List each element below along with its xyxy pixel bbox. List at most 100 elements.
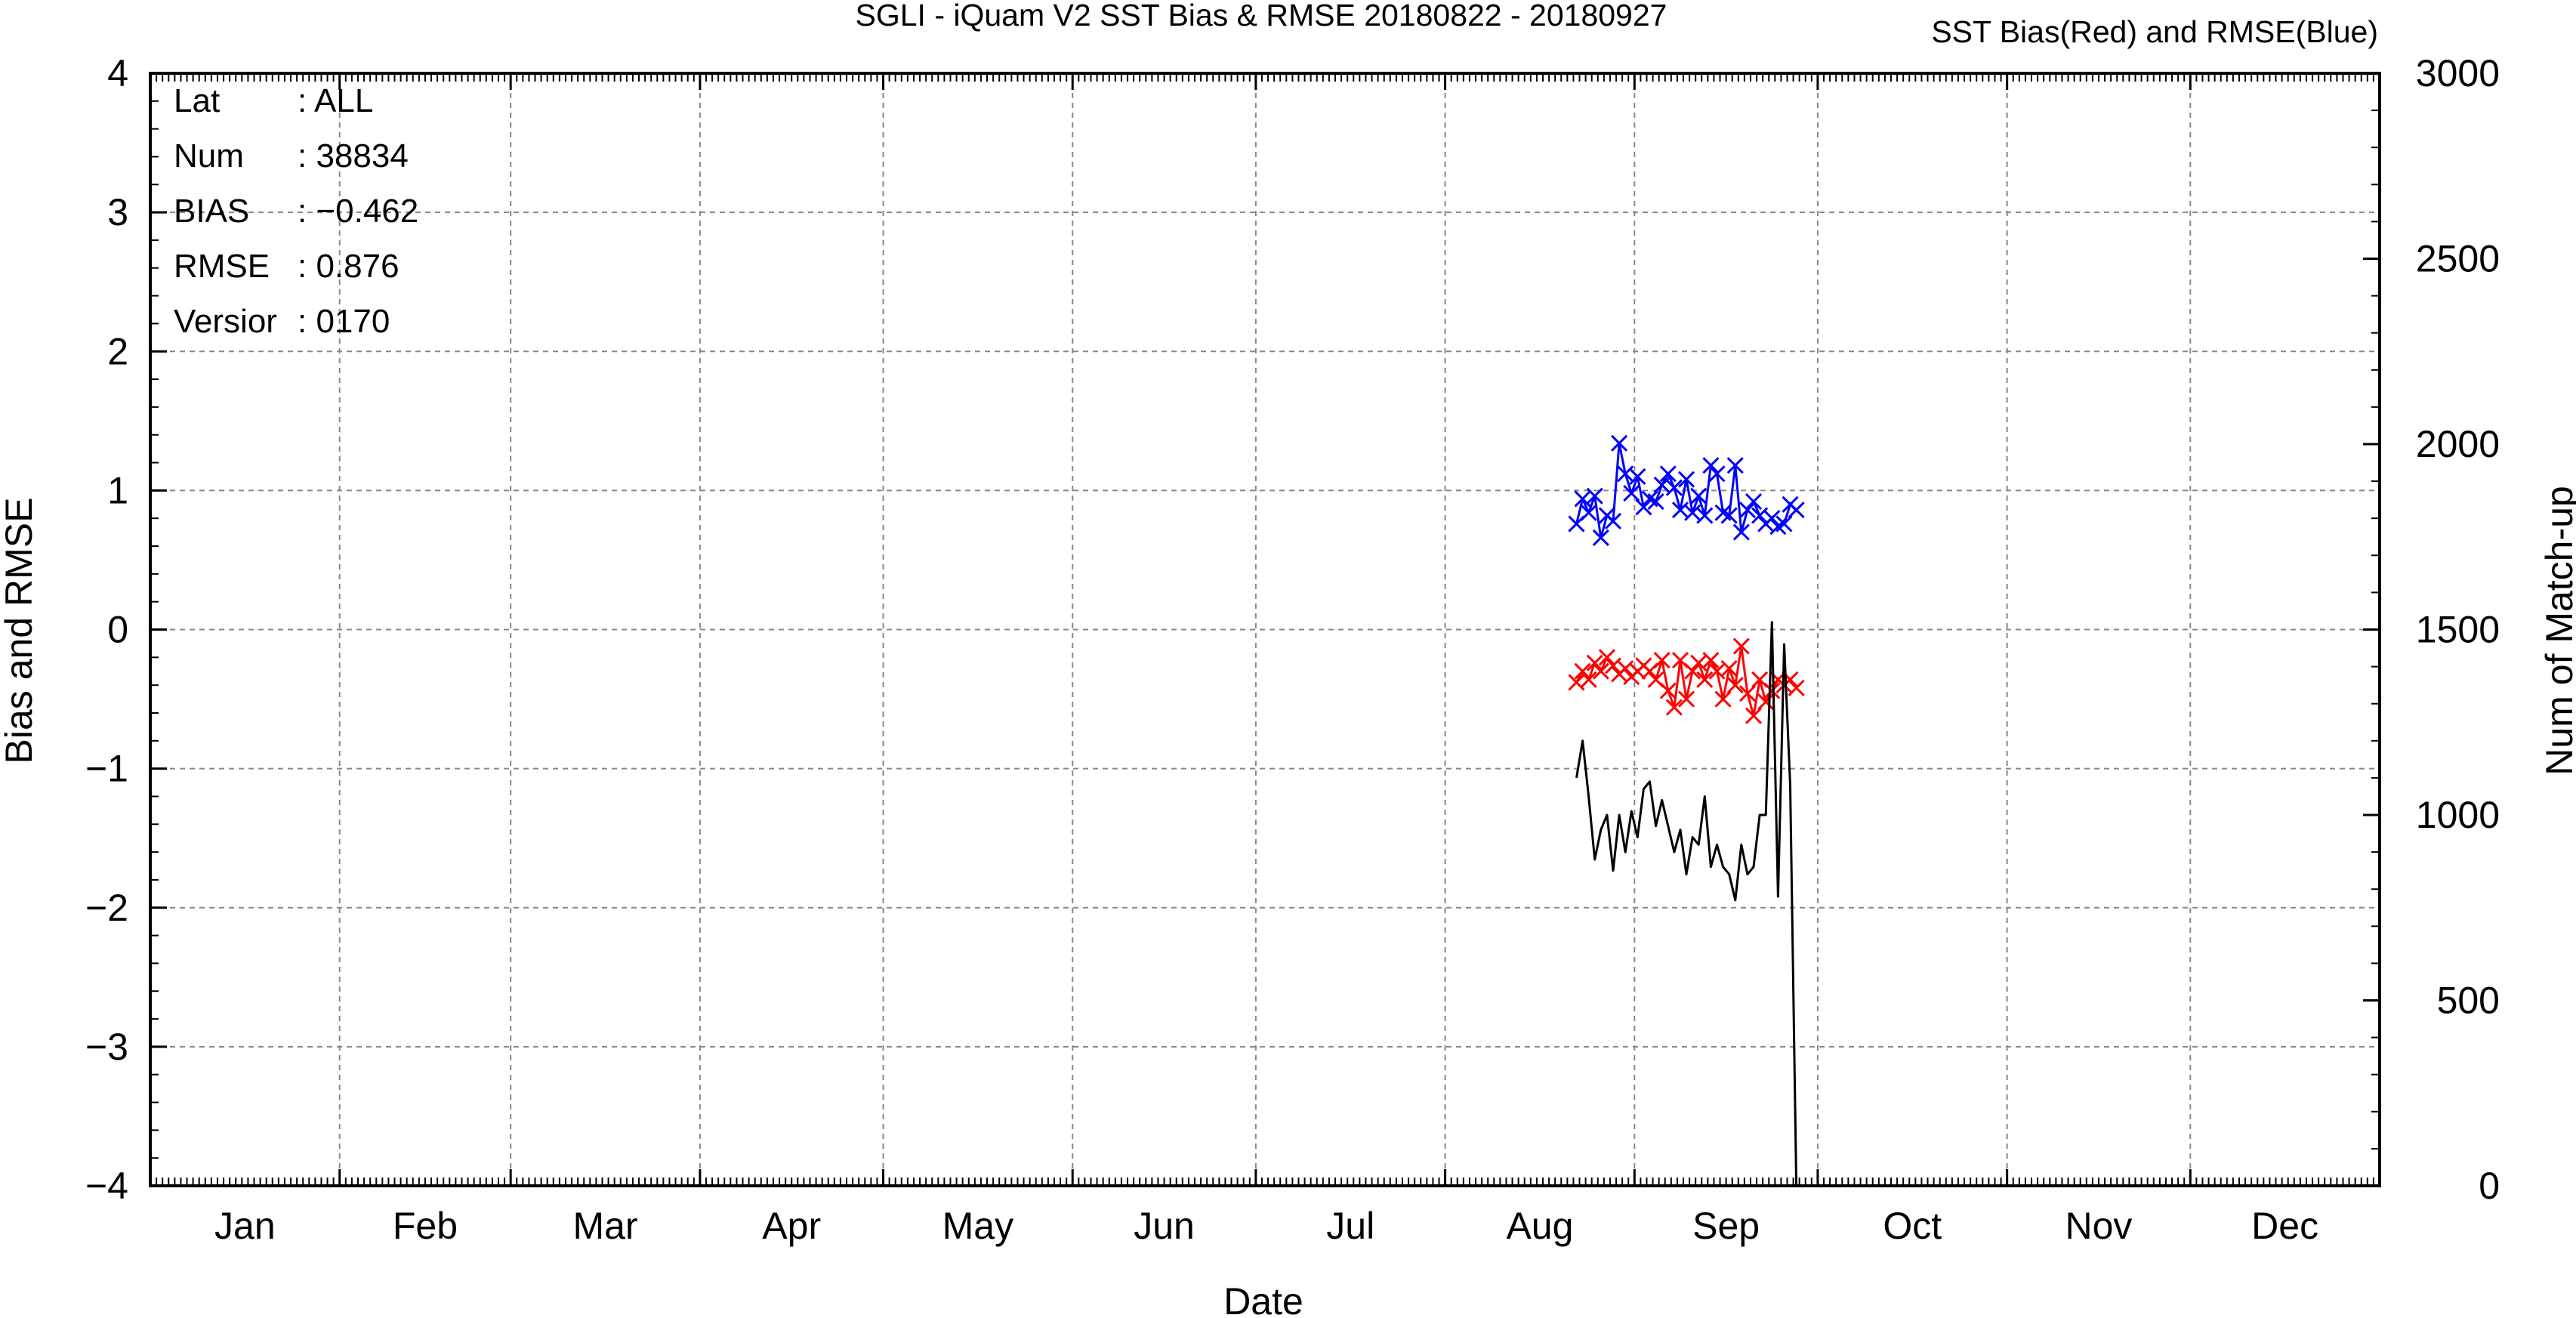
info-value: : 38834 [298,137,409,174]
y2-tick-label: 1500 [2416,609,2500,651]
data-point [1665,699,1683,716]
data-point [1586,654,1603,671]
data-point [1592,529,1609,547]
month-label: Jan [214,1205,276,1247]
data-point [1720,659,1738,678]
point-stroke [1714,504,1732,521]
point-stroke [1580,671,1597,688]
point-stroke [1745,493,1763,511]
data-point [1714,690,1732,708]
y-tick-label: 1 [107,469,128,511]
data-point [1732,637,1750,655]
point-stroke [1574,490,1591,508]
point-stroke [1611,434,1628,452]
point-stroke [1775,515,1793,532]
point-stroke [1696,507,1714,524]
point-stroke [1690,654,1708,671]
point-stroke [1788,502,1805,519]
data-point [1653,651,1671,669]
point-stroke [1647,671,1664,688]
point-stroke [1763,510,1781,527]
data-point [1580,504,1597,521]
data-point [1574,662,1591,680]
info-key: RMSE [174,248,270,285]
chart-title: SGLI - iQuam V2 SST Bias & RMSE 20180822… [856,0,1667,32]
point-stroke [1726,677,1744,694]
info-value: : 0.876 [298,248,400,285]
point-stroke [1586,487,1603,505]
point-stroke [1684,662,1701,680]
data-point [1611,434,1628,452]
point-stroke [1635,498,1652,516]
month-label: Nov [2065,1205,2133,1247]
data-point [1586,487,1603,505]
y-tick-label: 3 [107,191,128,233]
data-point [1702,651,1720,669]
data-point [1726,457,1744,474]
y-tick-label: −4 [85,1165,128,1207]
point-stroke [1677,471,1695,488]
point-stroke [1745,707,1763,724]
data-point [1604,512,1622,529]
month-label: Oct [1883,1205,1942,1247]
month-label: Sep [1692,1205,1760,1247]
data-point [1592,662,1609,680]
point-stroke [1641,490,1658,508]
month-label: Jul [1326,1205,1374,1247]
month-label: May [942,1205,1013,1247]
month-label: Jun [1134,1205,1195,1247]
info-key: Versior [174,303,277,340]
data-point [1726,677,1744,694]
data-point [1738,502,1756,519]
point-stroke [1720,659,1738,678]
info-key: BIAS [174,193,249,230]
data-point [1763,510,1781,527]
point-stroke [1665,699,1683,716]
point-stroke [1659,682,1677,699]
data-point [1720,507,1738,524]
data-point [1629,468,1646,486]
data-point [1708,465,1726,483]
data-point [1659,465,1677,483]
data-point [1788,679,1805,696]
point-stroke [1604,512,1622,529]
y-axis-label: Bias and RMSE [0,498,40,764]
y2-tick-label: 1000 [2416,794,2500,836]
month-label: Aug [1506,1205,1573,1247]
data-point [1690,487,1708,505]
grid [150,73,2380,1186]
point-stroke [1586,654,1603,671]
x-axis-label: Date [1223,1280,1303,1318]
point-stroke [1738,685,1756,702]
point-stroke [1763,682,1781,699]
y2-tick-label: 2000 [2416,423,2500,465]
data-point [1623,484,1640,502]
y2-tick-label: 500 [2437,980,2500,1022]
data-point [1647,493,1664,511]
month-label: Apr [762,1205,821,1247]
chart-subtitle: SST Bias(Red) and RMSE(Blue) [1931,14,2378,49]
point-stroke [1738,502,1756,519]
point-stroke [1659,465,1677,483]
point-stroke [1702,457,1720,474]
data-point [1745,707,1763,724]
point-stroke [1623,484,1640,502]
point-stroke [1690,487,1708,505]
data-point [1732,523,1750,541]
y-tick-label: 4 [107,52,128,94]
point-stroke [1665,479,1683,496]
point-stroke [1592,662,1609,680]
point-stroke [1732,523,1750,541]
info-value: : 0170 [298,303,390,340]
axis-ticks [150,72,2380,1187]
point-stroke [1720,507,1738,524]
month-label: Mar [572,1205,637,1247]
info-value: : ALL [298,82,373,119]
y-tick-label: 0 [107,609,128,651]
y2-tick-label: 3000 [2416,52,2500,94]
y2-tick-labels: 0 500 1000 1500 2000 2500 3000 [2416,52,2500,1207]
data-point [1659,682,1677,699]
point-stroke [1714,690,1732,708]
data-point [1677,471,1695,488]
